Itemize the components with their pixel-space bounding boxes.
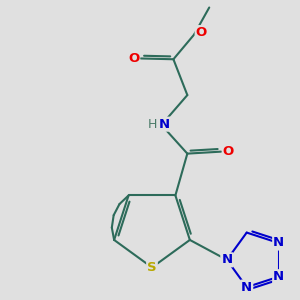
Text: S: S — [147, 261, 157, 274]
Text: N: N — [273, 236, 284, 250]
Text: N: N — [241, 280, 252, 294]
Text: H: H — [148, 118, 158, 131]
Text: O: O — [128, 52, 139, 65]
Text: N: N — [159, 118, 170, 131]
Text: O: O — [196, 26, 207, 39]
Text: O: O — [223, 145, 234, 158]
Text: N: N — [273, 270, 284, 283]
Text: N: N — [221, 253, 233, 266]
